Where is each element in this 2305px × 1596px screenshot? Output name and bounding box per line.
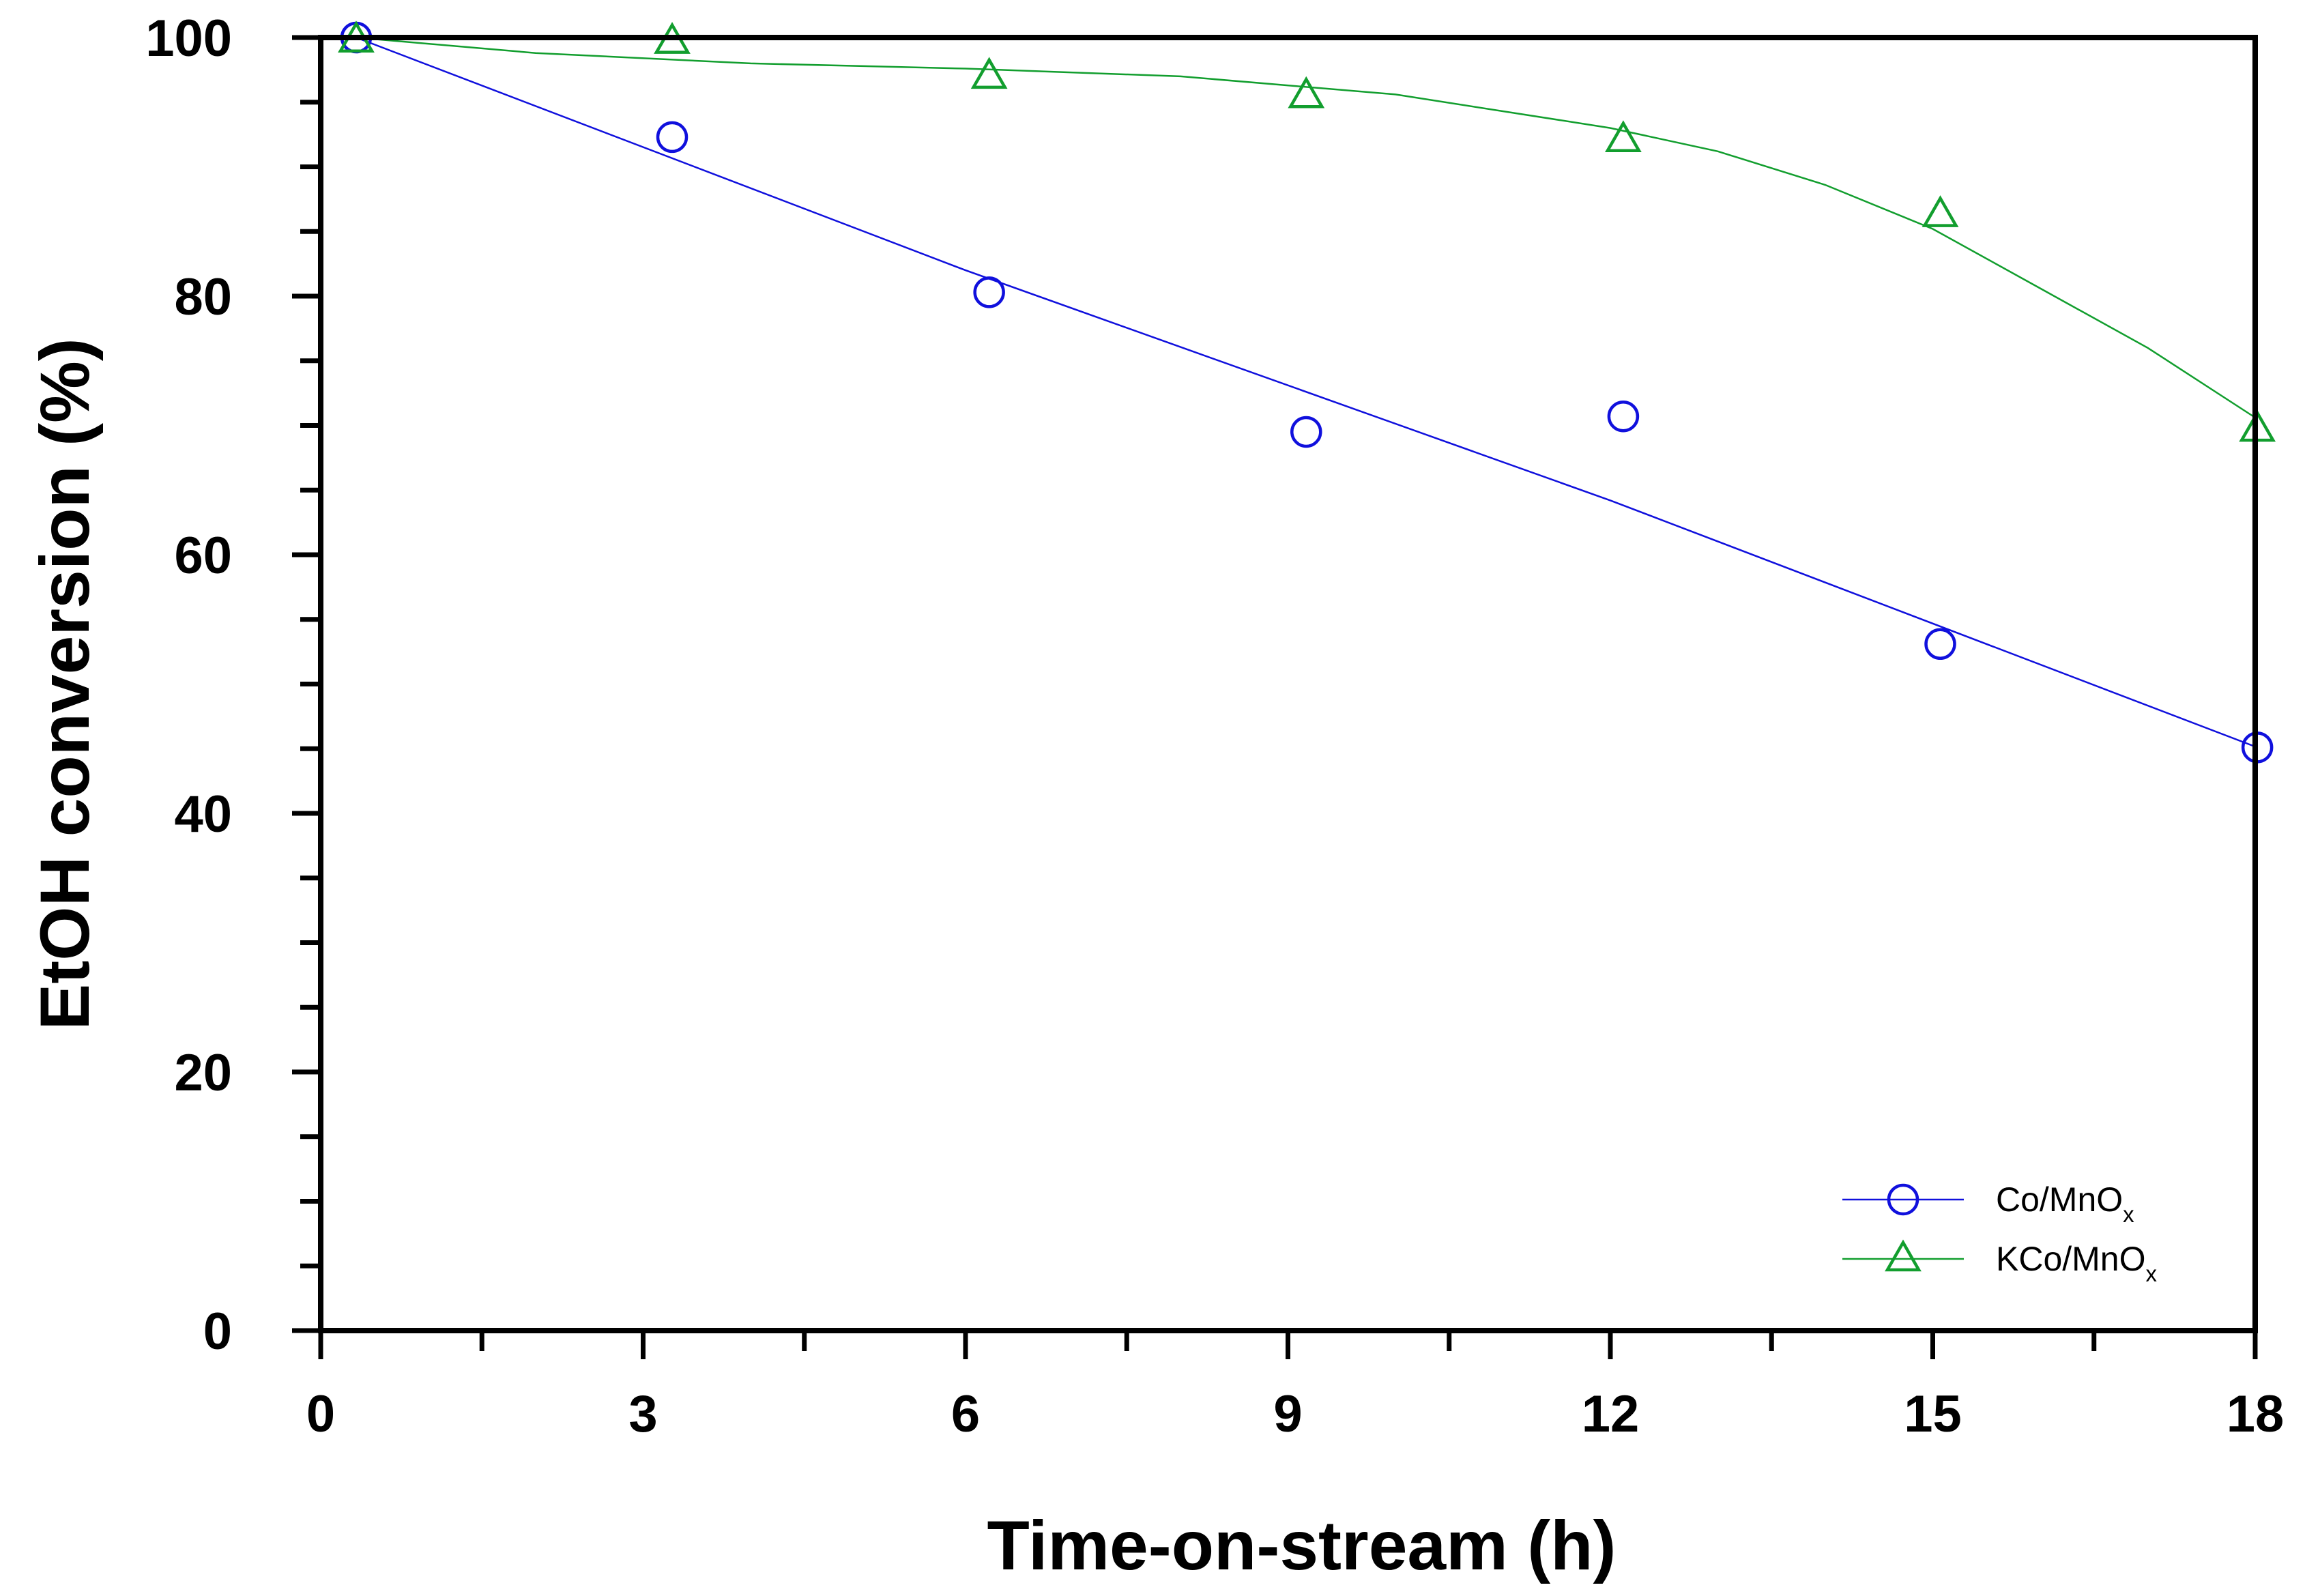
- legend-label: KCo/MnOx: [1996, 1240, 2158, 1286]
- tick-labels: 0 3 6 9 12 15 18 0 20 40 60 80 100: [145, 10, 2284, 1443]
- data-point-triangle: [1885, 1239, 1922, 1272]
- data-point-circle: [1607, 400, 1640, 433]
- fit-line-circle: [356, 36, 2258, 749]
- x-tick-label: 12: [1582, 1385, 1640, 1443]
- legend: Co/MnOx KCo/MnOx: [1842, 1180, 2158, 1286]
- plot-frame: [318, 35, 2258, 1333]
- data-point-triangle: [1288, 76, 1325, 108]
- x-axis-title: Time-on-stream (h): [987, 1507, 1617, 1584]
- axis-ticks: [292, 35, 2258, 1359]
- data-point-triangle: [970, 57, 1008, 89]
- y-tick-label: 20: [174, 1044, 232, 1102]
- legend-subscript: x: [2146, 1261, 2158, 1286]
- y-tick-label: 40: [174, 785, 232, 843]
- legend-subscript: x: [2123, 1202, 2134, 1227]
- data-point-circle: [1887, 1183, 1919, 1216]
- fit-lines: [356, 36, 2258, 749]
- data-point-triangle: [1605, 120, 1642, 152]
- y-tick-label: 0: [203, 1303, 232, 1361]
- fit-line-triangle: [356, 36, 2258, 420]
- y-tick-label: 60: [174, 527, 232, 585]
- x-tick-label: 15: [1904, 1385, 1962, 1443]
- data-point-triangle: [1922, 195, 1959, 227]
- x-tick-label: 6: [951, 1385, 980, 1443]
- data-point-circle: [973, 276, 1005, 308]
- x-tick-label: 0: [306, 1385, 335, 1443]
- y-tick-label: 100: [145, 10, 232, 68]
- y-axis-title: EtOH conversion (%): [26, 338, 104, 1030]
- x-tick-label: 3: [628, 1385, 657, 1443]
- y-tick-label: 80: [174, 268, 232, 326]
- data-point-circle: [1290, 416, 1322, 448]
- x-tick-label: 18: [2227, 1385, 2285, 1443]
- x-tick-label: 9: [1273, 1385, 1302, 1443]
- data-point-circle: [656, 121, 688, 154]
- data-point-circle: [1924, 628, 1956, 661]
- legend-label: Co/MnOx: [1996, 1180, 2134, 1227]
